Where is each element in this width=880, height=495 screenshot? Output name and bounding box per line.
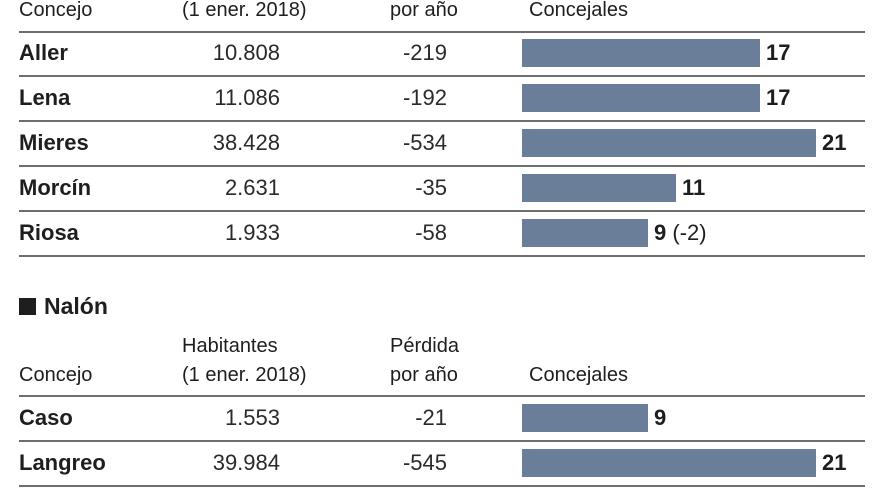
row-concejo-name: Riosa: [19, 220, 79, 245]
row-habitantes: 2.631: [224, 175, 280, 200]
header-perdida: por año: [390, 0, 458, 21]
section-title-text: Nalón: [44, 293, 108, 319]
concejales-value: 11: [682, 175, 706, 200]
header-habitantes: (1 ener. 2018): [182, 0, 307, 21]
header-concejales: Concejales: [529, 0, 628, 21]
header-habitantes-line2: (1 ener. 2018): [182, 364, 307, 386]
header-perdida-line1: Pérdida: [390, 335, 459, 357]
concejales-bar: [522, 84, 760, 112]
header-concejales: Concejales: [529, 364, 628, 386]
concejales-bar: [522, 129, 816, 157]
row-concejo-name: Lena: [19, 85, 71, 110]
row-concejo-name: Morcín: [19, 175, 92, 200]
concejales-value: 17: [766, 85, 791, 110]
concejales-value: 9: [654, 405, 667, 430]
row-perdida: -21: [415, 405, 447, 430]
concejales-value-label: 11: [682, 174, 705, 202]
row-habitantes: 1.553: [224, 405, 280, 430]
concejales-value-label: 9 (-2): [654, 219, 707, 247]
row-habitantes: 10.808: [212, 40, 280, 65]
concejales-value: 21: [822, 450, 847, 475]
row-concejo-name: Mieres: [19, 130, 89, 155]
row-concejo-name: Aller: [19, 40, 68, 65]
row-perdida: -219: [402, 40, 447, 65]
concejales-value: 21: [822, 130, 847, 155]
row-rule: [19, 210, 865, 212]
concejales-value-label: 21: [822, 449, 846, 477]
header-habitantes-line1: Habitantes: [182, 335, 278, 357]
header-concejo: Concejo: [19, 0, 93, 21]
header-rule: [19, 31, 865, 33]
header-perdida-line2: por año: [390, 364, 458, 386]
row-rule: [19, 255, 865, 257]
row-rule: [19, 120, 865, 122]
row-perdida: -35: [415, 175, 447, 200]
concejales-bar: [522, 39, 760, 67]
row-rule: [19, 440, 865, 442]
square-bullet-icon: [19, 298, 36, 315]
row-perdida: -545: [402, 450, 447, 475]
concejales-value-label: 9: [654, 404, 666, 432]
row-rule: [19, 75, 865, 77]
row-perdida: -192: [402, 85, 447, 110]
row-habitantes: 39.984: [212, 450, 280, 475]
row-concejo-name: Caso: [19, 405, 73, 430]
row-habitantes: 1.933: [224, 220, 280, 245]
row-habitantes: 11.086: [214, 85, 280, 110]
concejales-bar: [522, 219, 648, 247]
row-rule: [19, 485, 865, 487]
section-title-nalon: Nalón: [19, 292, 108, 320]
concejales-bar: [522, 174, 676, 202]
row-concejo-name: Langreo: [19, 450, 106, 475]
concejales-value: 17: [766, 40, 791, 65]
row-perdida: -58: [415, 220, 447, 245]
row-perdida: -534: [402, 130, 447, 155]
concejales-value-label: 17: [766, 84, 790, 112]
row-habitantes: 38.428: [212, 130, 280, 155]
row-rule: [19, 165, 865, 167]
concejales-value-label: 21: [822, 129, 846, 157]
concejales-bar: [522, 449, 816, 477]
header-concejo: Concejo: [19, 364, 93, 386]
concejales-value-label: 17: [766, 39, 790, 67]
header-rule: [19, 395, 865, 397]
concejales-change-note: (-2): [666, 220, 707, 245]
concejales-bar: [522, 404, 648, 432]
concejales-value: 9: [654, 220, 667, 245]
